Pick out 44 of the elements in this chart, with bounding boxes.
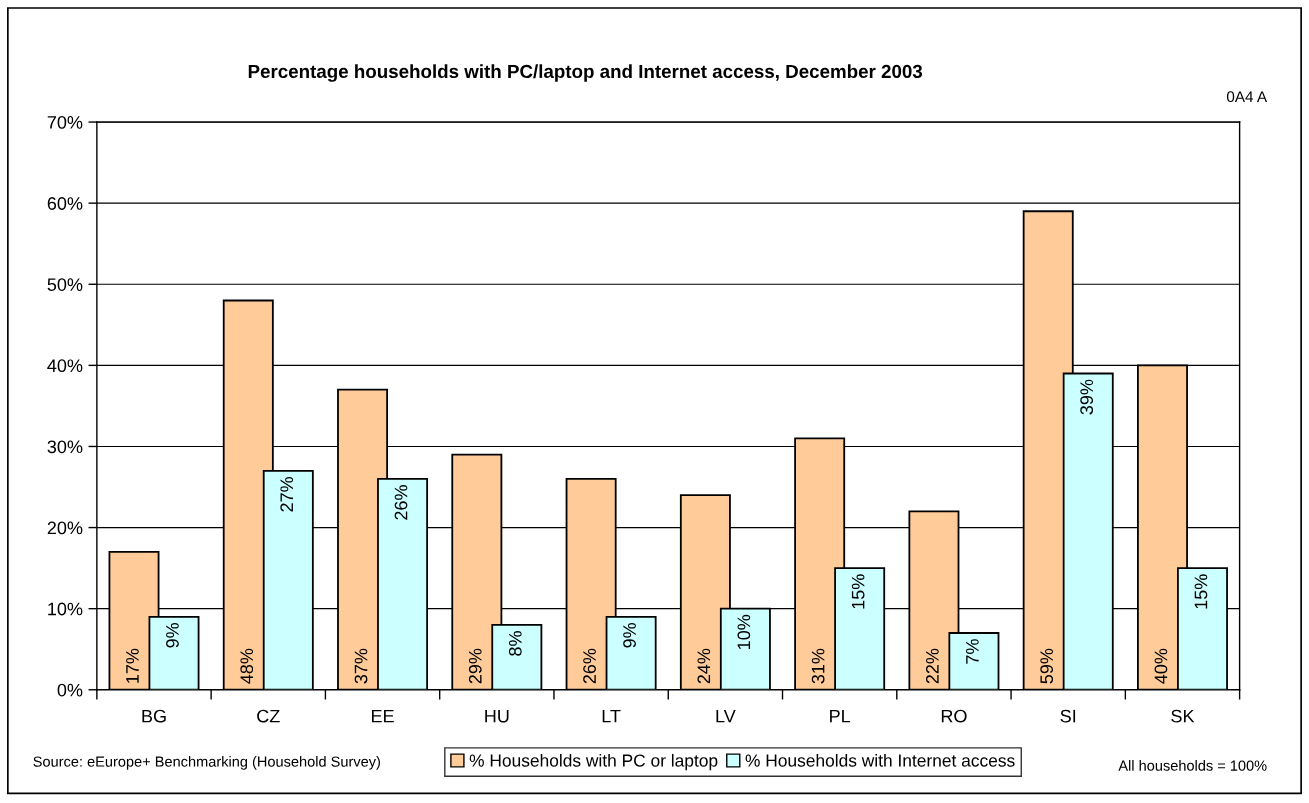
data-label: 29% — [468, 648, 482, 684]
x-tick-label: RO — [941, 709, 967, 723]
data-label: 7% — [966, 639, 979, 664]
data-label: 31% — [811, 648, 825, 684]
data-label: 15% — [851, 574, 865, 609]
x-tick-label: EE — [371, 709, 394, 723]
y-tick-label: 70% — [47, 115, 83, 129]
data-label: 48% — [240, 648, 254, 684]
chart-title: Percentage households with PC/laptop and Internet access, December 2003 — [248, 64, 923, 82]
data-label: 22% — [926, 648, 939, 684]
y-tick-label: 20% — [47, 521, 83, 535]
y-tick-label: 10% — [48, 602, 83, 616]
x-tick-label: HU — [485, 709, 509, 723]
data-label: 39% — [1080, 379, 1094, 415]
data-label: 59% — [1040, 648, 1054, 684]
x-tick-label: SK — [1171, 709, 1195, 723]
data-label: 10% — [737, 614, 751, 649]
legend-label: % Households with PC or laptop — [469, 753, 718, 771]
y-tick-label: 0% — [57, 683, 83, 697]
x-tick-label: LT — [602, 709, 621, 723]
x-tick-label: SI — [1060, 709, 1076, 723]
x-tick-label: BG — [142, 709, 166, 723]
data-label: 37% — [354, 648, 368, 684]
data-label: 17% — [126, 648, 139, 683]
y-tick-label: 50% — [47, 278, 83, 291]
data-label: 9% — [166, 622, 179, 648]
x-tick-label: PL — [830, 709, 851, 723]
data-label: 24% — [697, 648, 711, 684]
data-label: 26% — [583, 648, 596, 684]
y-tick-label: 40% — [47, 359, 83, 373]
data-label: 40% — [1154, 648, 1168, 684]
data-label: 27% — [280, 477, 294, 512]
data-label: 9% — [623, 622, 636, 648]
x-tick-label: LV — [716, 709, 736, 723]
data-label: 8% — [508, 631, 522, 656]
legend-label: % Households with Internet access — [745, 753, 1015, 767]
text: All households = 100% — [1118, 760, 1267, 771]
text: 0A4 A — [1226, 91, 1268, 103]
source-note: Source: eEurope+ Benchmarking (Household Survey) — [33, 756, 380, 770]
data-label: 15% — [1194, 574, 1208, 609]
x-tick-label: CZ — [257, 709, 280, 723]
y-tick-label: 60% — [47, 197, 83, 210]
data-label: 26% — [394, 485, 408, 520]
y-tick-label: 30% — [47, 440, 83, 454]
